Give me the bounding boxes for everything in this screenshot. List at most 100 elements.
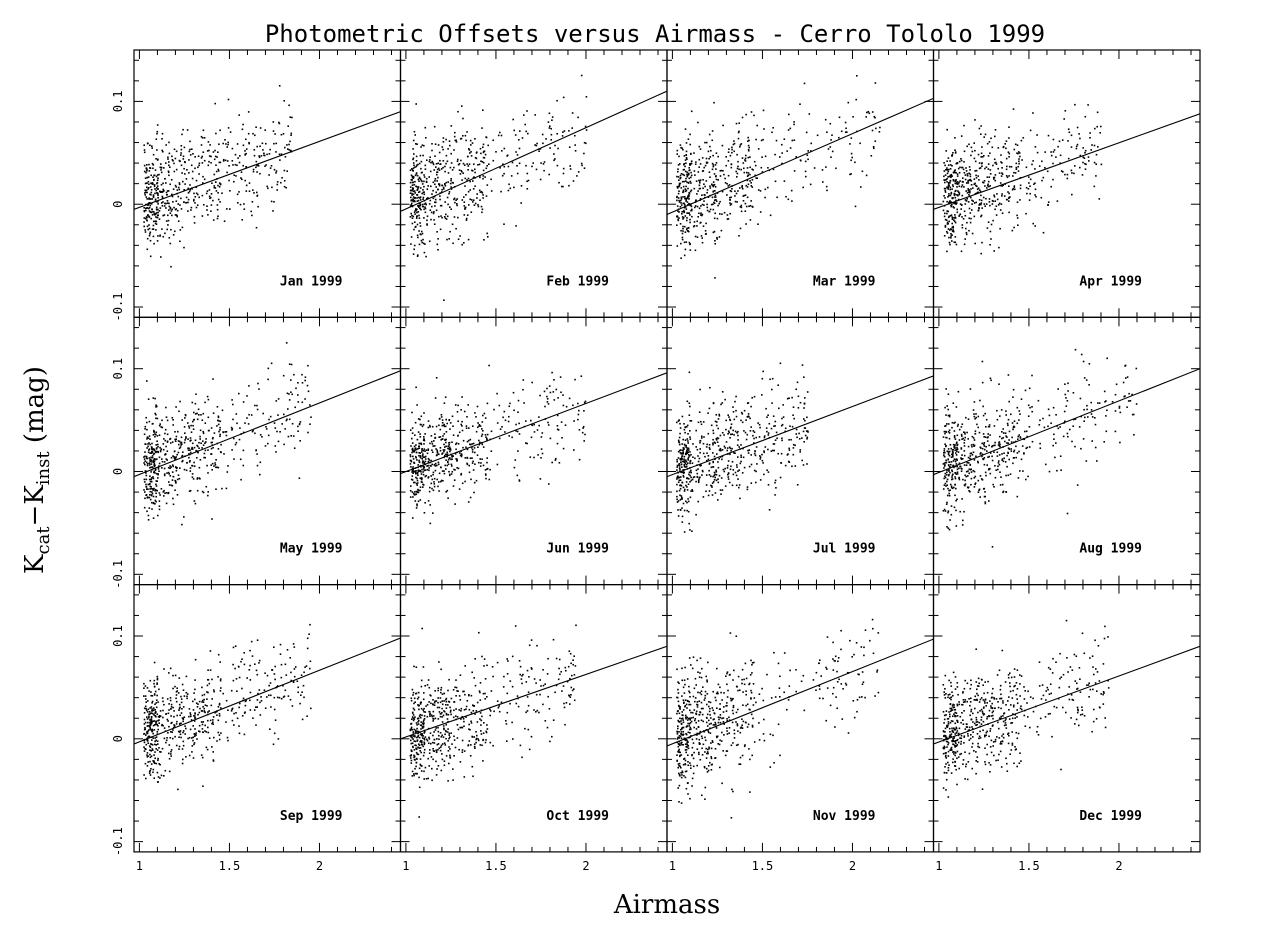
data-point [424, 202, 427, 205]
data-point [469, 457, 472, 459]
data-point [172, 419, 174, 421]
data-point [416, 479, 419, 482]
data-point [796, 484, 799, 486]
data-point [997, 468, 999, 471]
data-point [697, 479, 700, 482]
data-point [267, 367, 270, 370]
data-point [226, 208, 228, 210]
data-point [460, 472, 463, 475]
data-point [143, 433, 146, 436]
data-point [989, 152, 991, 154]
data-point [485, 195, 488, 197]
data-point [421, 241, 423, 244]
data-point [679, 174, 682, 177]
data-point [734, 452, 736, 454]
data-point [727, 476, 730, 478]
data-point [757, 422, 759, 424]
data-point [193, 465, 196, 467]
data-point [212, 151, 215, 153]
data-point [687, 510, 690, 513]
data-point [676, 216, 679, 218]
data-point [283, 100, 285, 102]
data-point [284, 146, 286, 149]
data-point [199, 459, 202, 461]
data-point [519, 130, 521, 132]
data-point [448, 447, 450, 450]
data-point [945, 169, 947, 171]
data-point [561, 437, 563, 439]
data-point [684, 462, 687, 465]
data-point [433, 125, 436, 128]
data-point [576, 175, 578, 177]
data-point [226, 146, 228, 148]
data-point [729, 437, 731, 439]
data-point [146, 380, 148, 382]
data-point [689, 496, 692, 499]
data-point [686, 158, 688, 160]
data-point [450, 162, 453, 164]
data-point [547, 403, 550, 405]
data-point [712, 443, 714, 446]
data-point [482, 146, 484, 148]
data-point [975, 455, 977, 458]
data-point [479, 176, 481, 179]
data-point [415, 507, 418, 509]
data-point [409, 496, 412, 498]
data-point [746, 175, 749, 177]
data-point [1065, 397, 1067, 399]
data-point [172, 188, 175, 190]
data-point [715, 439, 718, 441]
data-point [516, 172, 519, 175]
data-point [172, 234, 175, 236]
data-point [954, 180, 957, 183]
data-point [1005, 147, 1007, 150]
data-point [686, 449, 689, 451]
data-point [242, 401, 245, 403]
data-point [793, 139, 796, 141]
data-point [951, 222, 953, 225]
data-point [415, 143, 417, 145]
data-point [422, 456, 424, 459]
data-point [571, 127, 573, 129]
data-point [690, 176, 692, 179]
data-point [448, 470, 450, 473]
data-point [214, 149, 216, 152]
data-point [733, 418, 736, 421]
data-point [452, 242, 454, 245]
data-point [233, 174, 235, 176]
data-point [148, 224, 150, 226]
data-point [698, 145, 701, 148]
data-point [577, 418, 579, 421]
data-point [968, 207, 971, 210]
data-point [1010, 413, 1012, 416]
data-point [725, 441, 728, 443]
data-point [465, 139, 467, 142]
data-point [431, 149, 433, 152]
data-point [189, 154, 192, 156]
data-point [724, 485, 727, 487]
fit-line [134, 370, 401, 478]
data-point [706, 206, 709, 209]
data-point [684, 488, 686, 491]
data-point [956, 211, 959, 214]
data-point [744, 160, 747, 162]
data-point [949, 215, 952, 217]
data-point [748, 149, 750, 152]
data-point [1034, 146, 1037, 148]
data-point [1062, 171, 1064, 173]
data-point [781, 437, 783, 440]
data-point [454, 404, 457, 406]
data-point [291, 422, 294, 425]
data-point [420, 443, 423, 446]
data-point [447, 172, 450, 174]
data-point [1019, 184, 1022, 187]
data-point [445, 138, 447, 141]
data-point [691, 208, 693, 211]
data-point [143, 144, 145, 146]
data-point [684, 426, 686, 429]
data-point [676, 478, 678, 480]
data-point [947, 181, 950, 184]
data-point [754, 164, 757, 167]
data-point [165, 406, 167, 409]
data-point [956, 183, 958, 185]
